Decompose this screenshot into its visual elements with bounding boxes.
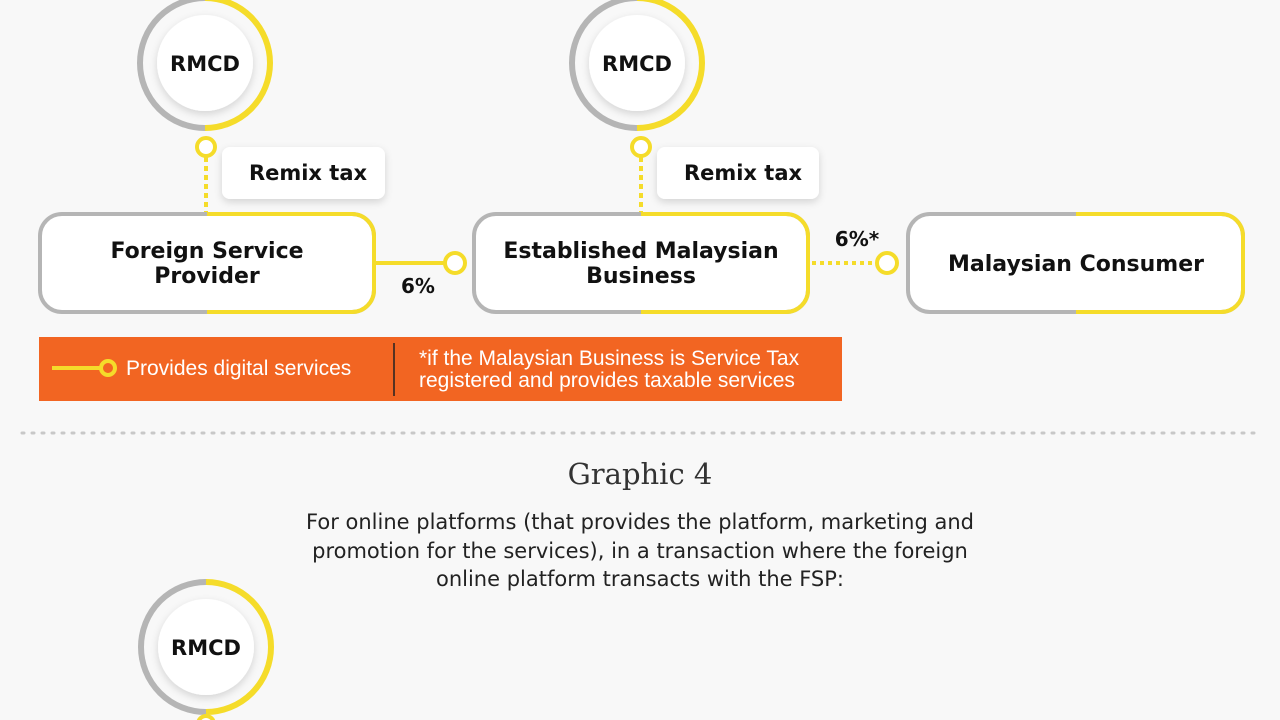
legend-node-icon bbox=[99, 359, 117, 377]
connector-node-icon bbox=[630, 136, 652, 158]
graphic-description: For online platforms (that provides the … bbox=[306, 510, 974, 534]
legend-label: Provides digital services bbox=[126, 357, 351, 380]
legend-banner: Provides digital services *if the Malays… bbox=[39, 337, 842, 401]
rmcd-label: RMCD bbox=[171, 636, 241, 660]
graphic-title: Graphic 4 bbox=[568, 457, 713, 491]
established-malaysian-business-box: Established Malaysian Business bbox=[472, 212, 810, 314]
rmcd-node-graphic4: RMCD bbox=[138, 579, 274, 720]
connector-node-icon bbox=[196, 714, 216, 720]
graphic-description: online platform transacts with the FSP: bbox=[436, 567, 844, 591]
malaysian-consumer-box: Malaysian Consumer bbox=[906, 212, 1245, 314]
remix-tax-tag-left bbox=[222, 147, 385, 199]
rmcd-node-left: RMCD bbox=[137, 0, 273, 131]
rate-label: 6%* bbox=[835, 227, 880, 251]
rmcd-label: RMCD bbox=[170, 52, 240, 76]
connector-node-icon bbox=[195, 136, 217, 158]
rmcd-label: RMCD bbox=[602, 52, 672, 76]
connector-node-icon bbox=[875, 251, 899, 275]
svg-text:Foreign Service: Foreign Service bbox=[110, 239, 303, 264]
foreign-service-provider-box: Foreign Service Provider bbox=[38, 212, 376, 314]
rmcd-node-middle: RMCD bbox=[569, 0, 705, 131]
footnote-line: registered and provides taxable services bbox=[419, 369, 795, 392]
svg-text:Established Malaysian: Established Malaysian bbox=[503, 239, 778, 264]
rate-label: 6% bbox=[401, 274, 435, 298]
remix-tax-label: Remix tax bbox=[249, 161, 368, 185]
svg-text:Malaysian Consumer: Malaysian Consumer bbox=[948, 252, 1204, 277]
svg-text:Business: Business bbox=[586, 264, 696, 289]
connector-node-icon bbox=[443, 251, 467, 275]
svg-text:Provider: Provider bbox=[154, 264, 260, 289]
graphic-description: promotion for the services), in a transa… bbox=[312, 539, 968, 563]
remix-tax-tag-middle bbox=[657, 147, 819, 199]
remix-tax-label: Remix tax bbox=[684, 161, 803, 185]
footnote-line: *if the Malaysian Business is Service Ta… bbox=[419, 347, 800, 370]
